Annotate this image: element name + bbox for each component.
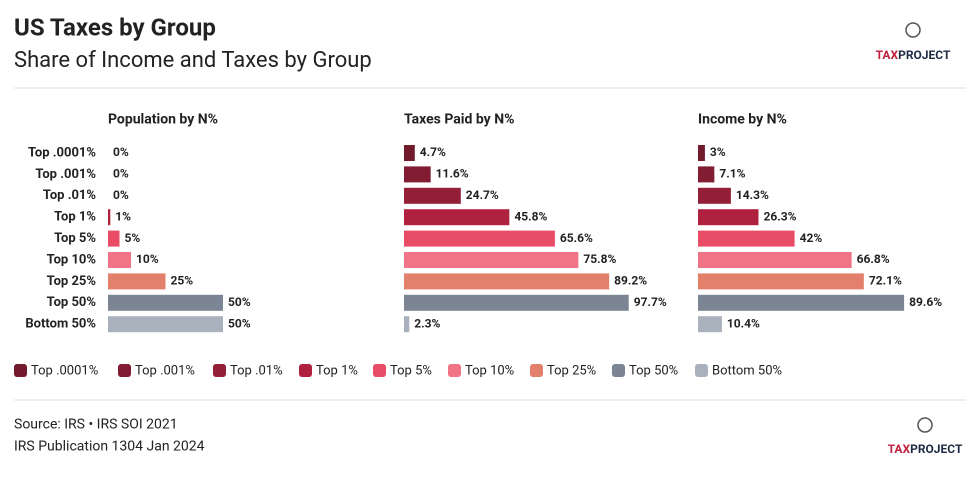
value-label: 5% (125, 231, 141, 245)
value-label: 26.3% (763, 209, 796, 223)
bar (108, 273, 166, 290)
legend-label: Top 5% (390, 363, 432, 378)
logo: TAXPROJECT (876, 22, 951, 62)
y-tick-label: Top .001% (35, 167, 96, 182)
bar (404, 166, 431, 183)
bar (698, 166, 715, 183)
value-label: 89.2% (614, 274, 647, 288)
legend-swatch (14, 364, 27, 377)
value-label: 50% (228, 295, 251, 309)
legend-swatch (373, 364, 386, 377)
logo-text: TAXPROJECT (876, 48, 951, 62)
bar (108, 294, 223, 311)
value-label: 65.6% (560, 231, 593, 245)
bar (698, 273, 864, 290)
value-label: 1% (115, 209, 131, 223)
bar (404, 230, 555, 247)
legend-label: Bottom 50% (712, 363, 782, 378)
bar (108, 209, 111, 226)
y-tick-label: Top .01% (43, 188, 97, 203)
legend-label: Top .0001% (31, 363, 98, 378)
source: IRS Publication 1304 Jan 2024 (14, 439, 205, 455)
value-label: 10.4% (727, 316, 760, 330)
bar (404, 294, 629, 311)
y-tick-label: Bottom 50% (25, 317, 96, 332)
bar (108, 252, 131, 268)
bar (404, 145, 415, 161)
legend-swatch (612, 364, 625, 377)
logo-text: TAXPROJECT (888, 442, 963, 456)
value-label: 11.6% (436, 167, 469, 181)
legend-label: Top .01% (230, 363, 283, 378)
bar (404, 273, 610, 290)
bar (404, 187, 461, 204)
legend-swatch (448, 364, 461, 377)
y-tick-label: Top 25% (47, 274, 97, 289)
value-label: 50% (228, 316, 251, 330)
legend-label: Top 25% (547, 363, 596, 378)
value-label: 0% (113, 145, 129, 159)
bar (698, 187, 731, 204)
y-tick-label: Top .0001% (28, 145, 96, 160)
bar (698, 252, 852, 268)
value-label: 97.7% (634, 295, 667, 309)
legend-label: Top 10% (465, 363, 514, 378)
y-tick-label: Top 5% (54, 231, 96, 246)
legend-swatch (118, 364, 131, 377)
logo-icon (905, 22, 921, 38)
value-label: 4.7% (420, 145, 446, 159)
bar (108, 230, 120, 247)
y-tick-label: Top 1% (54, 210, 96, 225)
value-label: 10% (136, 252, 159, 266)
legend-swatch (695, 364, 708, 377)
value-label: 24.7% (466, 188, 499, 202)
value-label: 66.8% (857, 252, 890, 266)
value-label: 0% (113, 167, 129, 181)
value-label: 14.3% (736, 188, 769, 202)
value-label: 25% (171, 274, 194, 288)
logo-icon (917, 417, 933, 433)
y-tick-label: Top 10% (47, 252, 97, 267)
value-label: 72.1% (869, 274, 902, 288)
y-tick-label: Top 50% (47, 295, 97, 310)
panel-title: Income by N% (698, 112, 787, 128)
chart-title: US Taxes by Group (14, 13, 216, 41)
legend-swatch (213, 364, 226, 377)
legend-swatch (530, 364, 543, 377)
legend-label: Top 50% (629, 363, 678, 378)
bar (108, 316, 223, 333)
value-label: 75.8% (583, 252, 616, 266)
bar (404, 316, 410, 333)
value-label: 89.6% (909, 295, 942, 309)
value-label: 0% (113, 188, 129, 202)
panel-title: Taxes Paid by N% (404, 112, 514, 128)
legend-label: Top .001% (135, 363, 195, 378)
panel-title: Population by N% (108, 112, 218, 128)
value-label: 2.3% (414, 316, 440, 330)
value-label: 3% (710, 145, 726, 159)
logo: TAXPROJECT (888, 417, 963, 456)
legend-label: Top 1% (316, 363, 358, 378)
value-label: 7.1% (719, 167, 745, 181)
bar (404, 209, 510, 226)
value-label: 45.8% (514, 209, 547, 223)
source: Source: IRS • IRS SOI 2021 (14, 417, 178, 433)
bar (698, 145, 705, 161)
bar (698, 316, 722, 333)
bar (698, 209, 759, 226)
bar (404, 252, 579, 268)
chart-subtitle: Share of Income and Taxes by Group (14, 48, 372, 73)
bar (698, 294, 905, 311)
value-label: 42% (800, 231, 823, 245)
bar (698, 230, 795, 247)
legend-swatch (299, 364, 312, 377)
